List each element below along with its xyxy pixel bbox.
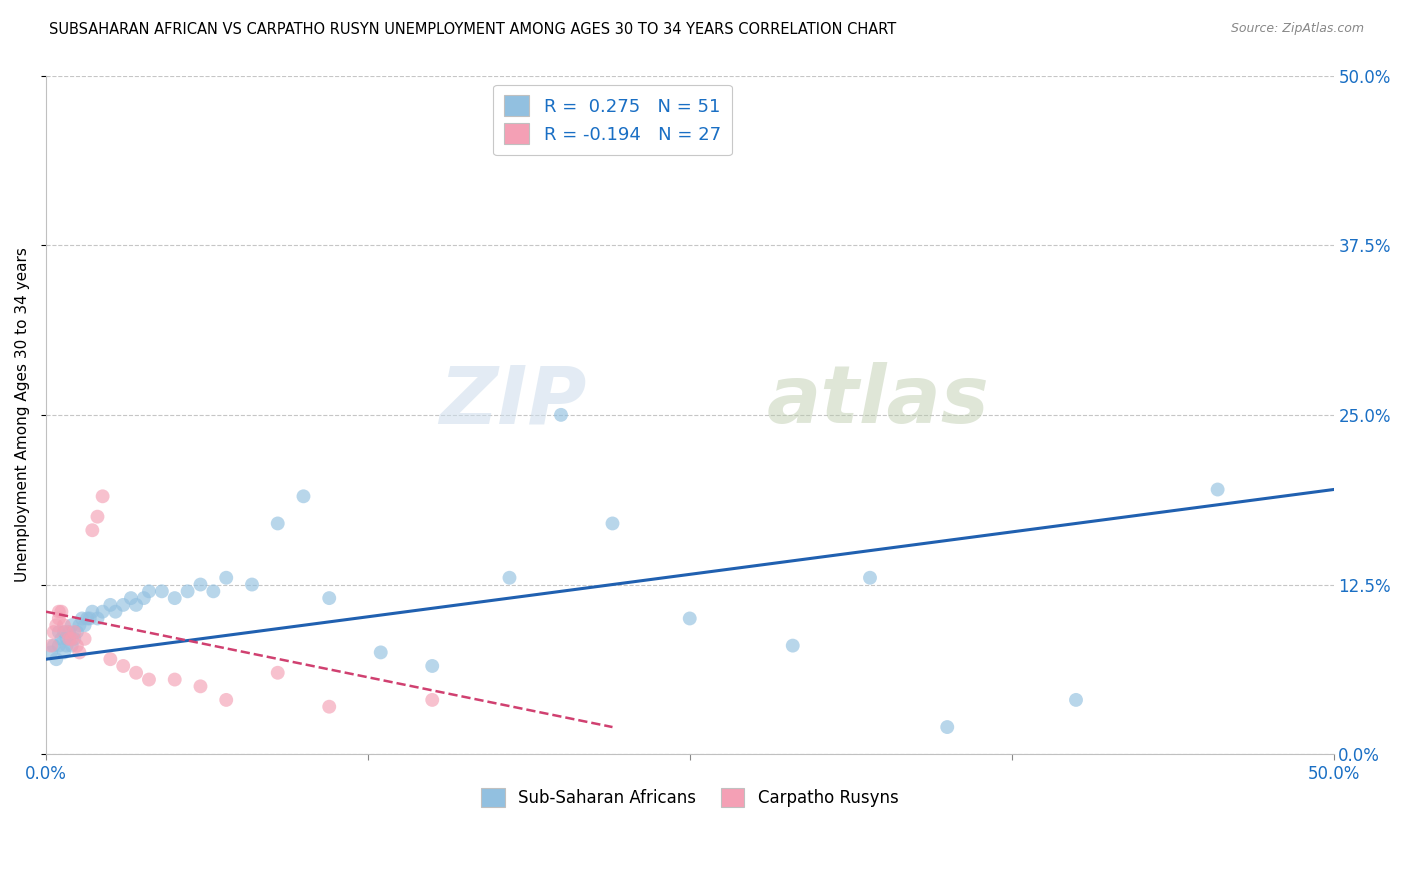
Point [176, 584, 198, 599]
Point [1206, 483, 1229, 497]
Point [42, 639, 65, 653]
Point [267, 516, 290, 531]
Point [91, 489, 114, 503]
Point [48, 625, 70, 640]
Point [498, 571, 520, 585]
Point [60, 639, 83, 653]
Point [55, 639, 77, 653]
Point [1064, 693, 1087, 707]
Point [104, 605, 127, 619]
Point [782, 639, 804, 653]
Point [66, 639, 89, 653]
Point [936, 720, 959, 734]
Point [58, 625, 80, 640]
Point [420, 693, 443, 707]
Point [215, 693, 238, 707]
Point [163, 673, 186, 687]
Point [51, 605, 73, 619]
Point [51, 632, 73, 646]
Point [69, 645, 91, 659]
Point [55, 625, 77, 640]
Point [82, 605, 104, 619]
Point [58, 632, 80, 646]
Point [318, 699, 340, 714]
Text: SUBSAHARAN AFRICAN VS CARPATHO RUSYN UNEMPLOYMENT AMONG AGES 30 TO 34 YEARS CORR: SUBSAHARAN AFRICAN VS CARPATHO RUSYN UNE… [49, 22, 897, 37]
Point [48, 611, 70, 625]
Point [48, 639, 70, 653]
Text: ZIP: ZIP [439, 362, 586, 441]
Point [138, 584, 160, 599]
Point [63, 632, 86, 646]
Point [98, 598, 121, 612]
Point [60, 618, 83, 632]
Point [73, 632, 96, 646]
Point [132, 591, 155, 606]
Point [66, 625, 89, 640]
Point [42, 625, 65, 640]
Point [138, 673, 160, 687]
Point [120, 591, 142, 606]
Point [48, 605, 70, 619]
Point [125, 598, 148, 612]
Point [163, 591, 186, 606]
Point [69, 618, 91, 632]
Point [190, 679, 212, 693]
Point [73, 618, 96, 632]
Point [125, 665, 148, 680]
Point [45, 652, 67, 666]
Point [70, 611, 93, 625]
Point [370, 645, 392, 659]
Point [82, 523, 104, 537]
Point [79, 611, 101, 625]
Point [91, 605, 114, 619]
Point [98, 652, 121, 666]
Point [859, 571, 882, 585]
Point [318, 591, 340, 606]
Point [39, 639, 62, 653]
Point [53, 625, 76, 640]
Point [60, 632, 83, 646]
Point [112, 659, 135, 673]
Point [39, 645, 62, 659]
Point [420, 659, 443, 673]
Point [550, 408, 572, 422]
Point [53, 645, 76, 659]
Point [202, 584, 225, 599]
Point [150, 584, 173, 599]
Point [112, 598, 135, 612]
Point [76, 611, 98, 625]
Text: atlas: atlas [768, 362, 990, 441]
Y-axis label: Unemployment Among Ages 30 to 34 years: Unemployment Among Ages 30 to 34 years [15, 247, 30, 582]
Point [63, 625, 86, 640]
Point [292, 489, 315, 503]
Text: Source: ZipAtlas.com: Source: ZipAtlas.com [1230, 22, 1364, 36]
Point [86, 509, 108, 524]
Point [86, 611, 108, 625]
Point [45, 618, 67, 632]
Point [679, 611, 702, 625]
Point [190, 577, 212, 591]
Point [55, 632, 77, 646]
Point [602, 516, 624, 531]
Point [240, 577, 263, 591]
Legend: Sub-Saharan Africans, Carpatho Rusyns: Sub-Saharan Africans, Carpatho Rusyns [475, 781, 905, 814]
Point [267, 665, 290, 680]
Point [215, 571, 238, 585]
Point [53, 618, 76, 632]
